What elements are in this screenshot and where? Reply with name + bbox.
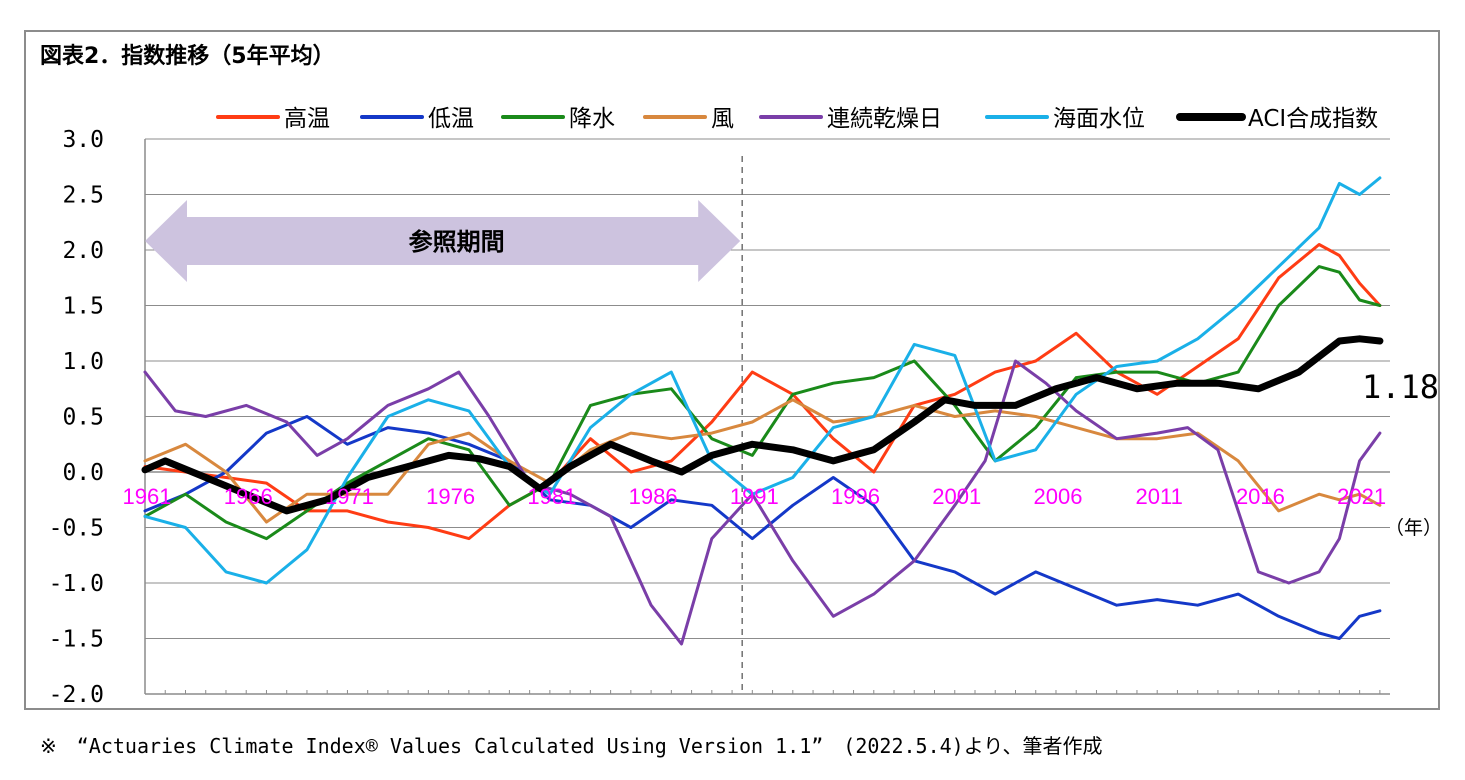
y-tick-label: -2.0 [49,682,104,708]
x-tick-label: 2006 [1033,484,1082,509]
y-tick-label: 0.5 [62,405,104,431]
legend-entry: 風 [711,106,734,132]
y-tick-label: 2.5 [62,183,104,209]
reference-period-arrow [145,200,741,282]
y-axis-ticks: 3.0 2.5 2.0 1.5 1.0 0.5 0.0 -0.5 -1.0 -1.5 -2.0 [49,127,104,708]
series-line-降水 [143,265,1382,541]
reference-period-label: 参照期間 [409,228,505,256]
legend-entry: 降水 [569,106,615,132]
series-line-低温 [143,415,1382,640]
y-tick-label: -1.5 [49,627,104,653]
chart-title: 図表2．指数推移（5年平均） [40,44,335,69]
legend-entry: 高温 [284,106,330,132]
y-tick-label: -0.5 [49,516,104,542]
series-line-海面水位 [143,176,1382,585]
x-axis-unit-label: （年） [1385,517,1442,539]
series-line-ACI合成指数 [141,335,1384,515]
chart-frame [24,30,1440,710]
x-tick-label: 1996 [831,484,880,509]
annotations: （年） 1.18 [1362,368,1442,539]
series-line-風 [143,398,1382,524]
footnote: ※ “Actuaries Climate Index® Values Calcu… [40,734,1103,758]
y-tick-label: 1.5 [62,294,104,320]
legend: 高温 低温 降水 風 連続乾燥日 海面水位 ACI合成指数 [216,106,1378,132]
y-tick-label: 3.0 [62,127,104,153]
x-tick-label: 1991 [730,484,779,509]
x-tick-label: 2011 [1136,484,1183,509]
x-tick-label: 1961 [123,484,172,509]
x-tick-label: 1966 [224,484,273,509]
y-tick-label: 1.0 [62,349,104,375]
legend-entry: 連続乾燥日 [827,106,942,132]
y-tick-label: -1.0 [49,571,104,597]
legend-entry: 低温 [428,106,474,132]
y-tick-label: 2.0 [62,238,104,264]
x-tick-label: 1981 [527,484,576,509]
legend-entry: 海面水位 [1053,106,1145,132]
x-tick-label: 2021 [1337,484,1386,509]
x-tick-label: 1971 [325,484,374,509]
aci-end-value-label: 1.18 [1362,368,1439,406]
x-axis-ticks: 1961 1966 1971 1976 1981 1986 1991 1996 2001 2006… [123,484,1387,509]
y-tick-label: 0.0 [62,460,104,486]
reference-period: 参照期間 [145,156,743,694]
x-tick-label: 2016 [1236,484,1285,509]
gridlines [145,138,1390,639]
x-tick-label: 1976 [426,484,475,509]
series-line-連続乾燥日 [143,359,1382,646]
x-tick-label: 1986 [629,484,678,509]
x-tick-label: 2001 [932,484,981,509]
series-lines [141,176,1384,646]
legend-entry: ACI合成指数 [1248,106,1378,132]
